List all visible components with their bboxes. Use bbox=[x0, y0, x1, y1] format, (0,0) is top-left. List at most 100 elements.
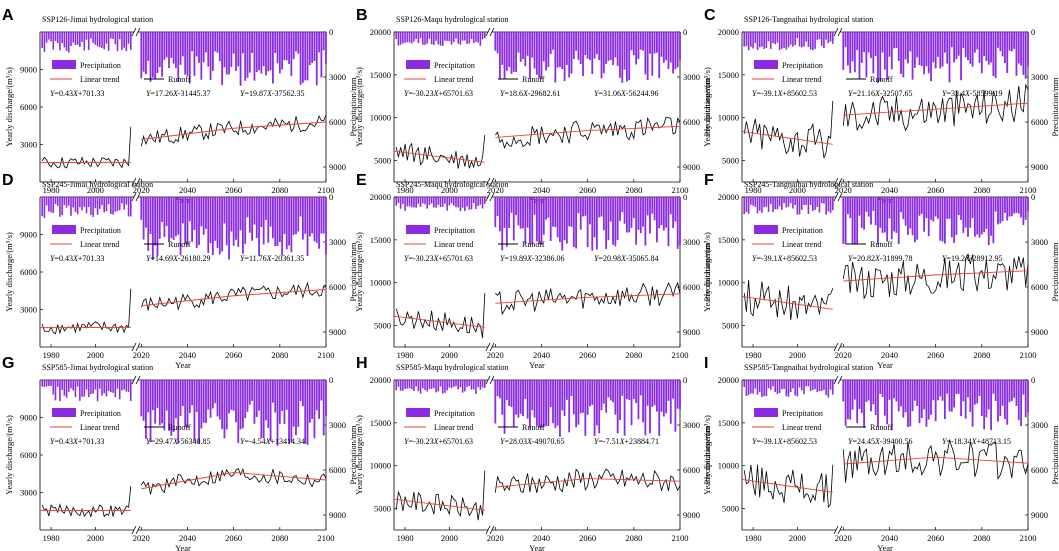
precip-bar bbox=[752, 32, 754, 49]
precip-bar bbox=[847, 32, 849, 66]
precip-bar bbox=[63, 32, 66, 48]
precip-bar bbox=[538, 380, 541, 428]
precip-bar bbox=[158, 380, 161, 426]
precip-bar bbox=[308, 32, 311, 66]
precip-bar bbox=[962, 380, 965, 402]
precip-bar bbox=[540, 32, 543, 80]
precip-bar bbox=[72, 380, 75, 391]
precip-bar bbox=[479, 32, 482, 46]
precip-bar bbox=[646, 32, 649, 81]
precip-bar bbox=[499, 197, 501, 232]
precip-bar bbox=[637, 380, 640, 420]
precip-bar bbox=[669, 32, 672, 63]
precip-bar bbox=[81, 197, 83, 211]
precip-bar bbox=[98, 380, 101, 389]
precip-bar bbox=[237, 197, 240, 247]
precip-bar bbox=[306, 32, 309, 81]
y2-axis-title: Precipitation/mm bbox=[348, 77, 358, 136]
precip-bar bbox=[798, 197, 801, 215]
precip-bar bbox=[446, 197, 448, 211]
y-tick-label: 3000 bbox=[20, 140, 37, 150]
precip-bar bbox=[448, 197, 451, 206]
y2-tick-label: 6000 bbox=[1031, 465, 1048, 475]
precip-bar bbox=[248, 380, 251, 405]
precip-bar bbox=[85, 380, 88, 390]
precip-bar bbox=[818, 32, 821, 40]
precip-bar bbox=[278, 32, 281, 74]
precip-bar bbox=[920, 380, 923, 419]
precip-bar bbox=[246, 32, 249, 78]
precip-bar bbox=[674, 32, 677, 70]
y2-tick-label: 6000 bbox=[1031, 117, 1048, 127]
runoff-line-historical bbox=[395, 470, 486, 521]
precip-bar bbox=[964, 197, 967, 228]
x-tick-label: 2100 bbox=[1020, 533, 1037, 543]
precip-bar bbox=[635, 380, 638, 404]
trend-equation: Y=24.45X-39400.56 bbox=[848, 437, 913, 446]
precip-bar bbox=[48, 197, 50, 212]
precip-bar bbox=[468, 197, 471, 210]
precip-bar bbox=[591, 32, 594, 75]
precip-bar bbox=[145, 32, 147, 75]
precip-bar bbox=[274, 32, 277, 53]
legend-trend-label: Linear trend bbox=[80, 423, 119, 432]
precip-bar bbox=[228, 32, 230, 75]
precip-bar bbox=[598, 380, 601, 434]
precip-bar bbox=[635, 197, 638, 245]
precip-bar bbox=[526, 197, 529, 228]
precip-bar bbox=[154, 197, 157, 246]
precip-bar bbox=[439, 197, 442, 208]
precip-bar bbox=[79, 197, 81, 208]
precip-bar bbox=[87, 380, 90, 398]
x-tick-label: 2080 bbox=[625, 185, 642, 195]
precip-bar bbox=[572, 197, 575, 247]
precip-bar bbox=[202, 32, 205, 63]
legend-trend-label: Linear trend bbox=[782, 240, 821, 249]
precip-bar bbox=[628, 197, 631, 233]
precip-bar bbox=[916, 380, 919, 406]
precip-bar bbox=[559, 32, 561, 67]
precip-bar bbox=[831, 380, 834, 395]
y2-tick-label: 6000 bbox=[329, 282, 346, 292]
precip-bar bbox=[886, 380, 889, 425]
precip-bar bbox=[428, 32, 431, 39]
precip-bar bbox=[927, 380, 930, 420]
precip-bar bbox=[515, 380, 517, 415]
precip-bar bbox=[209, 197, 212, 244]
precip-bar bbox=[512, 32, 515, 72]
precip-bar bbox=[262, 32, 265, 67]
panel-label: B bbox=[356, 7, 368, 24]
precip-bar bbox=[260, 32, 263, 74]
precip-bar bbox=[522, 32, 524, 60]
precip-bar bbox=[893, 32, 895, 49]
precip-bar bbox=[803, 32, 805, 47]
y2-tick-label: 9000 bbox=[329, 327, 346, 337]
precip-bar bbox=[168, 197, 170, 242]
precip-bar bbox=[547, 380, 550, 426]
precip-bar bbox=[849, 197, 852, 219]
precip-bar bbox=[48, 380, 50, 387]
precip-bar bbox=[154, 380, 157, 424]
precip-bar bbox=[877, 380, 879, 428]
precip-bar bbox=[193, 32, 196, 76]
precip-bar bbox=[883, 380, 886, 416]
precip-bar bbox=[517, 380, 520, 418]
precip-bar bbox=[672, 197, 674, 229]
precip-bar bbox=[417, 197, 420, 205]
x-tick-label: 2080 bbox=[271, 185, 288, 195]
precip-bar bbox=[237, 380, 240, 444]
precip-bar bbox=[778, 197, 781, 207]
precip-bar bbox=[285, 197, 288, 250]
precip-bar bbox=[994, 32, 997, 79]
runoff-line-future bbox=[494, 468, 681, 494]
precip-bar bbox=[65, 380, 68, 398]
precip-bar bbox=[628, 380, 631, 401]
precip-bar bbox=[752, 380, 754, 394]
precip-bar bbox=[177, 380, 180, 444]
precip-bar bbox=[179, 380, 182, 416]
panel-label: H bbox=[356, 355, 368, 372]
precip-bar bbox=[444, 32, 446, 41]
y-tick-label: 5000 bbox=[722, 321, 739, 331]
precip-bar bbox=[579, 380, 582, 414]
legend-precip-swatch bbox=[52, 408, 76, 417]
